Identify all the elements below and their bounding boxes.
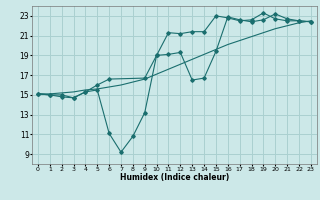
X-axis label: Humidex (Indice chaleur): Humidex (Indice chaleur): [120, 173, 229, 182]
